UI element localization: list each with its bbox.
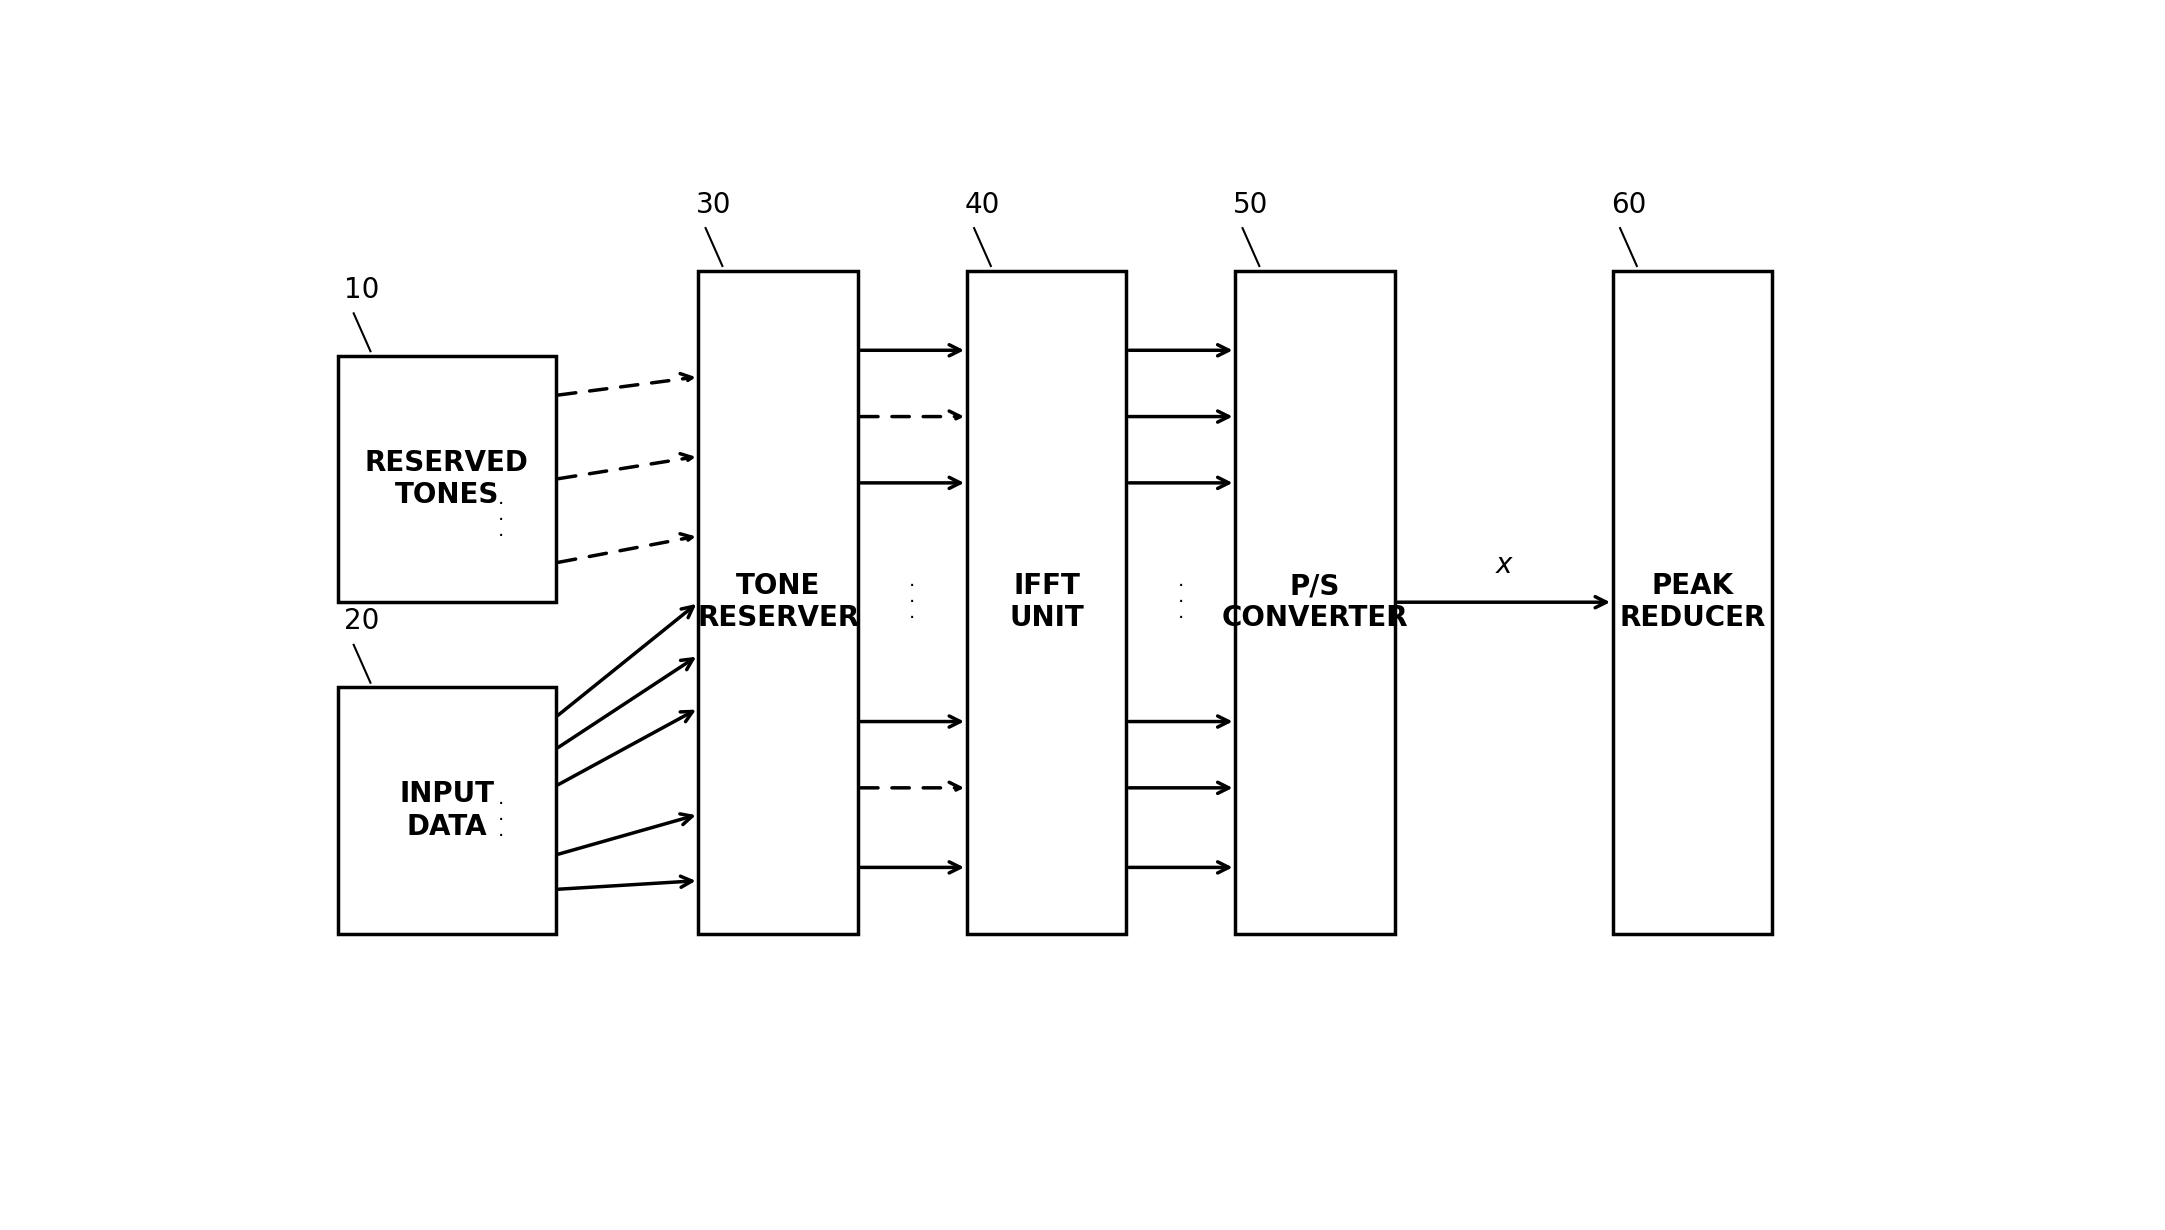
Text: ·
·
·: · · · [1178,577,1184,627]
Text: 40: 40 [966,191,1000,219]
Text: INPUT
DATA: INPUT DATA [398,780,494,841]
Text: ·
·
·: · · · [498,496,504,546]
Text: TONE
RESERVER: TONE RESERVER [697,572,860,632]
Text: PEAK
REDUCER: PEAK REDUCER [1619,572,1767,632]
Text: ·
·
·: · · · [909,577,916,627]
Bar [968,271,1126,934]
Text: IFFT
UNIT: IFFT UNIT [1009,572,1085,632]
Text: 20: 20 [344,608,379,636]
Text: 10: 10 [344,276,379,304]
Text: RESERVED
TONES: RESERVED TONES [366,449,528,509]
Text: x: x [1496,551,1511,578]
Bar [1613,271,1773,934]
Bar [338,355,556,603]
Bar [699,271,857,934]
Bar [338,688,556,934]
Text: ·
·
·: · · · [498,795,504,846]
Bar [1236,271,1394,934]
Text: 30: 30 [697,191,732,219]
Text: 50: 50 [1234,191,1269,219]
Text: P/S
CONVERTER: P/S CONVERTER [1221,572,1409,632]
Text: 60: 60 [1611,191,1645,219]
